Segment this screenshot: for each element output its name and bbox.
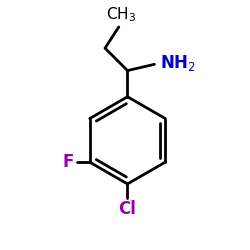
Text: CH$_3$: CH$_3$ — [106, 5, 136, 24]
Text: F: F — [62, 153, 74, 171]
Text: NH$_2$: NH$_2$ — [160, 53, 196, 73]
Text: Cl: Cl — [118, 200, 136, 218]
